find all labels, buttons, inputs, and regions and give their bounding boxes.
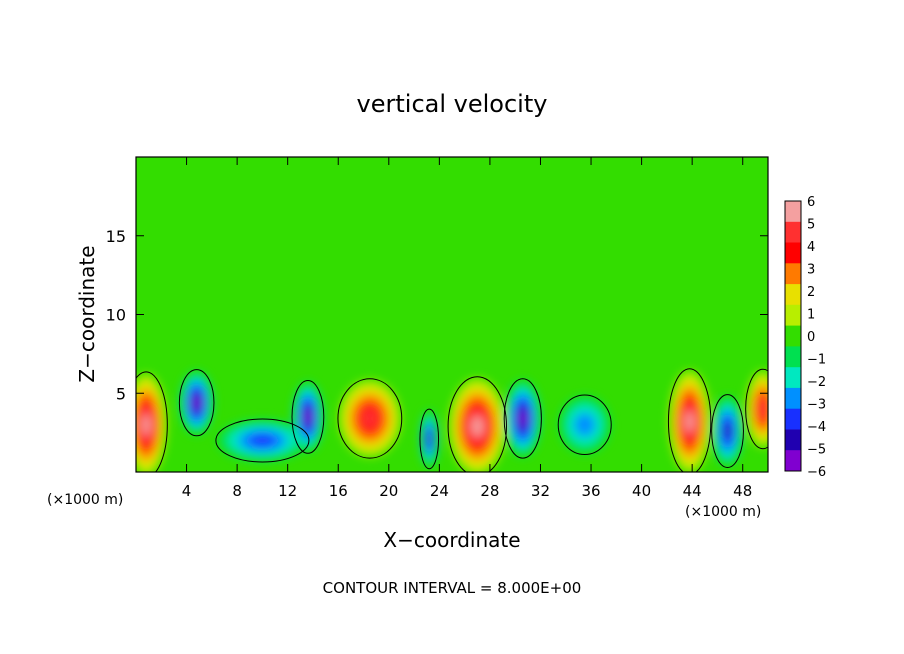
velocity-level--3 <box>574 413 596 437</box>
colorbar-label: 0 <box>807 330 815 345</box>
velocity-cell-updraft <box>449 379 506 472</box>
colorbar-label: 5 <box>807 218 815 233</box>
velocity-level--4 <box>248 434 277 447</box>
zero-contour-line <box>557 394 612 456</box>
y-tick-label: 5 <box>116 384 126 403</box>
x-axis-label: X−coordinate <box>383 528 520 552</box>
colorbar-swatch <box>785 284 801 306</box>
velocity-cell-downdraft <box>712 396 743 466</box>
colorbar-label: −2 <box>807 375 826 390</box>
velocity-cell-downdraft <box>218 420 307 461</box>
colorbar-swatch <box>785 263 801 285</box>
velocity-level-6 <box>471 416 484 437</box>
velocity-cell-downdraft <box>292 382 324 452</box>
velocity-cell-updraft <box>136 374 167 472</box>
zero-contour-line <box>667 368 712 472</box>
velocity-level--6 <box>193 395 201 410</box>
velocity-level-6 <box>141 413 151 436</box>
colorbar-label: 3 <box>807 263 815 278</box>
colorbar-label: −3 <box>807 398 826 413</box>
velocity-level--6 <box>518 410 527 427</box>
x-tick-label: 36 <box>581 482 600 500</box>
x-tick-label: 40 <box>632 482 651 500</box>
zero-contour-line <box>291 379 325 454</box>
velocity-level--6 <box>304 409 312 425</box>
zero-contour-line <box>503 378 542 459</box>
velocity-cell-updraft <box>339 380 401 457</box>
x-unit-left: (×1000 m) <box>47 492 123 508</box>
velocity-cell-updraft <box>746 371 768 447</box>
velocity-shading <box>136 371 768 472</box>
colorbar-swatch <box>785 325 801 347</box>
colorbar: 6 5 4 3 2 1 0 −1 −2 −3 −4 −5 −6 <box>784 195 826 480</box>
x-axis: 4 8 12 16 20 24 28 32 36 40 44 48 <box>182 157 752 500</box>
colorbar-label: −4 <box>807 420 826 435</box>
colorbar-swatch <box>785 242 801 264</box>
colorbar-swatch <box>785 429 801 451</box>
colorbar-swatch <box>785 367 801 389</box>
x-tick-label: 28 <box>480 482 499 500</box>
y-tick-label: 15 <box>106 227 126 246</box>
x-tick-label: 4 <box>182 482 192 500</box>
zero-contour-line <box>419 408 440 470</box>
chart-title: vertical velocity <box>357 90 548 118</box>
colorbar-frame <box>784 200 802 472</box>
velocity-level-5 <box>758 399 768 419</box>
velocity-level-6 <box>685 410 695 433</box>
y-axis: 5 10 15 <box>106 227 768 403</box>
zero-contour-line <box>215 418 310 463</box>
velocity-cell-downdraft <box>420 410 439 468</box>
colorbar-label: 4 <box>807 240 815 255</box>
colorbar-swatch <box>785 304 801 327</box>
x-tick-label: 32 <box>531 482 550 500</box>
velocity-cell-downdraft <box>180 371 214 435</box>
zero-contours <box>136 368 768 472</box>
colorbar-label: −5 <box>807 443 826 458</box>
colorbar-swatch <box>785 408 801 430</box>
colorbar-swatch <box>785 221 801 244</box>
x-tick-label: 8 <box>232 482 242 500</box>
y-tick-label: 10 <box>106 306 126 325</box>
velocity-level--5 <box>426 431 432 447</box>
colorbar-label: 2 <box>807 285 815 300</box>
zero-contour-line <box>178 369 215 437</box>
zero-contour-line <box>745 368 768 450</box>
x-tick-label: 12 <box>278 482 297 500</box>
x-unit-right: (×1000 m) <box>685 504 761 520</box>
x-tick-label: 24 <box>430 482 449 500</box>
velocity-level--5 <box>723 422 732 441</box>
velocity-cell-updraft <box>669 371 710 472</box>
colorbar-label: −6 <box>807 465 826 480</box>
colorbar-swatch <box>785 450 801 472</box>
velocity-cell-downdraft <box>505 380 541 457</box>
x-tick-label: 20 <box>379 482 398 500</box>
colorbar-swatch <box>785 201 801 223</box>
colorbar-swatch <box>785 387 801 410</box>
zero-contour-line <box>136 371 168 472</box>
x-tick-label: 16 <box>329 482 348 500</box>
contour-interval-note: CONTOUR INTERVAL = 8.000E+00 <box>323 579 582 597</box>
colorbar-label: 6 <box>807 195 815 210</box>
y-axis-label: Z−coordinate <box>75 245 99 382</box>
zero-contour-line <box>447 376 507 472</box>
velocity-field <box>136 368 768 472</box>
colorbar-label: 1 <box>807 308 815 323</box>
zero-contour-line <box>711 394 744 468</box>
velocity-level-5 <box>361 408 378 429</box>
colorbar-swatch <box>785 346 801 368</box>
velocity-cell-downdraft <box>559 396 611 454</box>
zero-contour-line <box>337 378 403 459</box>
colorbar-label: −1 <box>807 353 826 368</box>
x-tick-label: 48 <box>733 482 752 500</box>
x-tick-label: 44 <box>683 482 702 500</box>
